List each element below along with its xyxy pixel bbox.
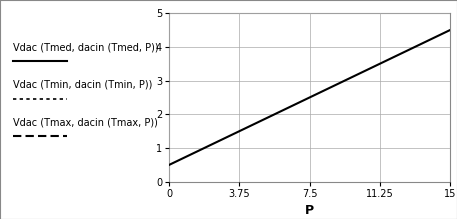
Text: Vdac (Tmed, dacin (Tmed, P)): Vdac (Tmed, dacin (Tmed, P))	[13, 42, 159, 53]
X-axis label: P: P	[305, 204, 314, 217]
Text: Vdac (Tmin, dacin (Tmin, P)): Vdac (Tmin, dacin (Tmin, P))	[13, 80, 152, 90]
Text: Vdac (Tmax, dacin (Tmax, P)): Vdac (Tmax, dacin (Tmax, P))	[13, 117, 158, 127]
